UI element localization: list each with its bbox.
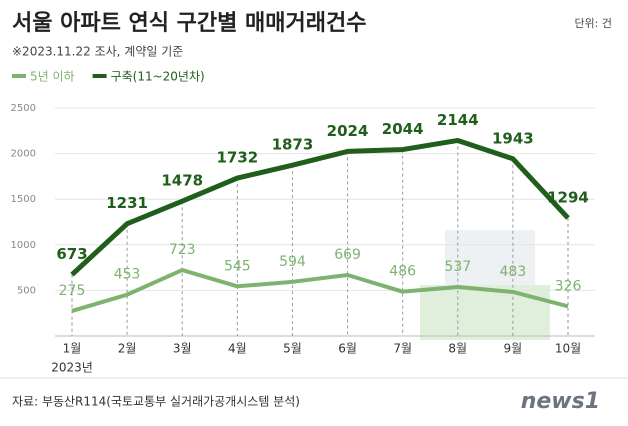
data-label: 2024 — [327, 122, 369, 140]
data-label: 1294 — [547, 188, 589, 206]
x-tick-label: 2월 — [118, 342, 137, 356]
data-label: 1873 — [272, 136, 314, 154]
data-label: 453 — [114, 267, 141, 283]
y-tick-label: 1500 — [11, 194, 36, 205]
data-label: 594 — [279, 254, 306, 270]
x-tick-label: 9월 — [504, 342, 523, 356]
x-tick-label: 10월 — [555, 342, 581, 356]
x-tick-label: 8월 — [448, 342, 467, 356]
source: 자료: 부동산R114(국토교통부 실거래가공개시스템 분석) — [12, 395, 300, 409]
unit: 단위: 건 — [574, 17, 612, 30]
data-label: 537 — [444, 259, 471, 275]
data-label: 1943 — [492, 129, 534, 147]
data-label: 669 — [334, 247, 361, 263]
data-label: 275 — [59, 283, 86, 299]
y-tick-label: 1000 — [11, 240, 36, 251]
x-tick-label: 4월 — [228, 342, 247, 356]
series-line — [70, 137, 570, 277]
y-tick-label: 500 — [17, 285, 36, 296]
logo: news1 — [521, 389, 600, 414]
series-line — [71, 268, 569, 313]
data-label: 545 — [224, 258, 251, 274]
data-label: 723 — [169, 242, 196, 258]
legend-label: 5년 이하 — [30, 70, 75, 84]
x-tick-label: 5월 — [283, 342, 302, 356]
legend-label: 구축(11~20년차) — [111, 70, 205, 84]
x-tick-label: 1월 — [63, 342, 82, 356]
data-label: 2144 — [437, 111, 479, 129]
y-tick-label: 2500 — [11, 103, 36, 114]
x-tick-label: 7월 — [393, 342, 412, 356]
x-tick-label: 6월 — [338, 342, 357, 356]
data-label: 1231 — [106, 194, 148, 212]
data-label: 673 — [56, 245, 87, 263]
year-label: 2023년 — [51, 361, 93, 375]
y-tick-label: 2000 — [11, 149, 36, 160]
x-tick-label: 3월 — [173, 342, 192, 356]
data-label: 483 — [500, 264, 527, 280]
data-label: 1478 — [161, 172, 203, 190]
subtitle: ※2023.11.22 조사, 계약일 기준 — [12, 44, 183, 59]
data-label: 1732 — [216, 149, 258, 167]
data-label: 2044 — [382, 120, 424, 138]
data-label: 486 — [389, 264, 416, 280]
data-label: 326 — [555, 278, 582, 294]
chart-title: 서울 아파트 연식 구간별 매매거래건수 — [12, 11, 366, 36]
